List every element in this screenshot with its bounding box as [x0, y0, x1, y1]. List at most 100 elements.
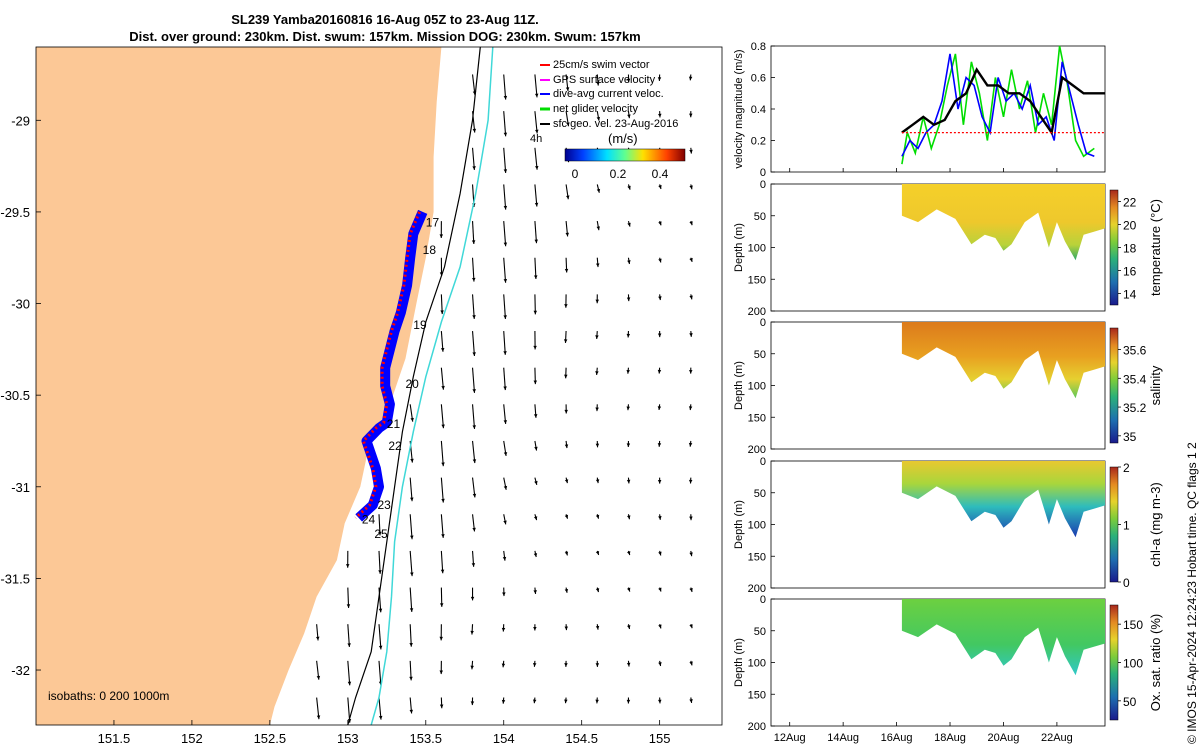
velocity-arrowhead — [566, 122, 570, 127]
map-y-axis: -29 -29.5 -30 -30.5 -31 -31.5 -32 — [0, 113, 41, 678]
velocity-arrow — [440, 404, 444, 429]
velocity-arrowhead — [346, 604, 351, 608]
velocity-arrowhead — [565, 87, 570, 92]
velocity-arrow — [316, 697, 320, 720]
map-x-tick-label: 155 — [649, 731, 671, 746]
velocity-arrowhead — [410, 535, 414, 540]
velocity-arrowhead — [532, 699, 537, 704]
map-y-tick-label: -32 — [11, 663, 30, 678]
velocity-arrowhead — [472, 493, 477, 498]
velocity-arrowhead — [439, 670, 443, 675]
map-x-tick-label: 152 — [181, 731, 203, 746]
velocity-arrowhead — [627, 260, 631, 265]
credit-text: © IMOS 15-Apr-2024 12:24:23 Hobart time.… — [1185, 442, 1199, 744]
velocity-arrowhead — [564, 514, 569, 519]
day-label: 25 — [374, 527, 388, 541]
velocity-arrowhead — [657, 77, 662, 81]
velocity-arrow — [503, 294, 506, 320]
velocity-arrowhead — [564, 551, 569, 556]
velocity-arrowhead — [595, 699, 599, 704]
velocity-arrowhead — [689, 333, 693, 337]
velocity-arrowhead — [534, 239, 538, 244]
velocity-arrowhead — [688, 76, 693, 81]
velocity-arrowhead — [626, 78, 631, 83]
profile-ylabel: Depth (m) — [733, 638, 745, 687]
velocity-arrowhead — [347, 681, 352, 686]
velocity-arrowhead — [689, 149, 693, 154]
velocity-arrowhead — [472, 315, 476, 319]
velocity-arrowhead — [378, 608, 383, 613]
colorbar-tick-label: 0 — [1123, 576, 1130, 590]
velocity-arrow — [440, 440, 444, 467]
velocity-arrow — [409, 550, 413, 577]
velocity-arrowhead — [626, 333, 631, 338]
velocity-y-tick-label: 0.2 — [751, 136, 766, 148]
velocity-arrowhead — [658, 516, 662, 520]
velocity-arrow — [471, 330, 475, 357]
velocity-arrow — [503, 74, 507, 100]
velocity-arrowhead — [626, 369, 630, 374]
velocity-arrowhead — [533, 516, 538, 521]
colorbar-tick-label: 2 — [1123, 461, 1130, 475]
profile-y-tick-label: 200 — [748, 721, 766, 733]
velocity-arrow — [347, 624, 350, 647]
velocity-arrowhead — [689, 552, 693, 557]
profile-y-tick-label: 100 — [748, 520, 766, 532]
velocity-arrowhead — [533, 310, 538, 315]
velocity-arrowhead — [658, 258, 662, 263]
velocity-arrowhead — [534, 275, 538, 280]
velocity-panel: 0 0.2 0.4 0.6 0.8 velocity magnitude (m/s) — [733, 41, 1106, 179]
velocity-y-tick-label: 0.4 — [751, 104, 766, 116]
time-axis: 12Aug 14Aug 16Aug 18Aug 20Aug 22Aug — [774, 168, 1073, 744]
velocity-arrowhead — [689, 257, 693, 262]
map-x-tick-label: 152.5 — [254, 731, 287, 746]
velocity-arrowhead — [439, 704, 444, 709]
velocity-arrowhead — [502, 592, 506, 597]
velocity-arrowhead — [658, 221, 662, 226]
velocity-arrowhead — [595, 625, 600, 630]
time-tick-label: 16Aug — [881, 732, 913, 744]
legend-item-gps: GPS surface velocity — [540, 74, 656, 86]
velocity-arrowhead — [532, 663, 537, 667]
velocity-series — [901, 45, 1105, 165]
velocity-arrowhead — [472, 166, 476, 170]
velocity-arrowhead — [470, 701, 475, 706]
velocity-arrowhead — [689, 185, 693, 190]
velocity-arrowhead — [472, 352, 476, 357]
legend-item-geo: sfc geo. vel. 23-Aug-2016 — [540, 118, 678, 130]
velocity-arrowhead — [565, 232, 569, 237]
day-label: 24 — [362, 512, 376, 526]
velocity-arrowhead — [503, 205, 508, 210]
velocity-y-tick-label: 0 — [760, 167, 766, 179]
velocity-arrowhead — [503, 386, 507, 391]
velocity-arrowhead — [503, 169, 508, 173]
colorbar-tick-label: 100 — [1123, 657, 1143, 671]
velocity-arrow — [409, 514, 413, 540]
velocity-arrowhead — [688, 406, 693, 411]
velocity-arrowhead — [503, 315, 507, 319]
velocity-arrowhead — [439, 636, 443, 641]
day-label: 18 — [423, 243, 437, 257]
profile-colorbar — [1109, 604, 1119, 721]
velocity-arrowhead — [410, 458, 414, 463]
velocity-arrowhead — [472, 277, 476, 282]
velocity-arrowhead — [534, 446, 538, 451]
velocity-arrowhead — [345, 564, 350, 568]
velocity-arrowhead — [534, 93, 539, 98]
velocity-arrowhead — [535, 165, 539, 170]
velocity-arrowhead — [658, 551, 662, 556]
velocity-arrowhead — [503, 520, 507, 525]
velocity-arrowhead — [564, 663, 568, 667]
velocity-arrowhead — [535, 129, 539, 134]
profile-y-tick-label: 100 — [748, 381, 766, 393]
velocity-arrowhead — [627, 185, 631, 190]
velocity-arrowhead — [596, 81, 600, 86]
time-marker: 4h — [530, 133, 542, 145]
velocity-arrowhead — [503, 95, 508, 100]
velocity-arrowhead — [689, 661, 693, 666]
velocity-arrowhead — [316, 715, 321, 720]
velocity-arrowhead — [503, 279, 508, 283]
velocity-arrowhead — [410, 497, 414, 502]
velocity-arrowhead — [595, 335, 599, 339]
land-area — [36, 47, 442, 725]
